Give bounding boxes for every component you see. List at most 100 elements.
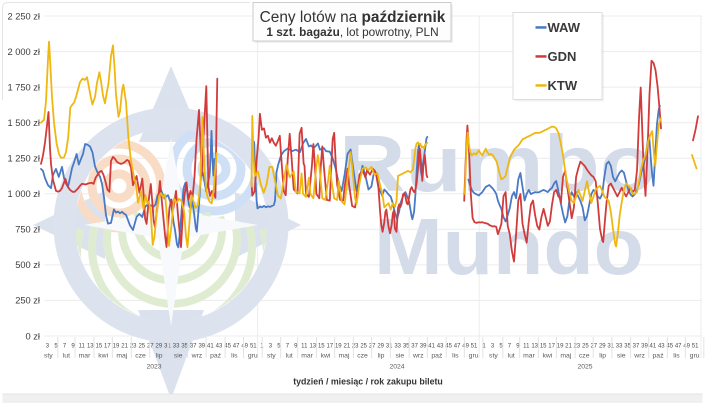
svg-text:kwi: kwi (98, 353, 108, 360)
svg-text:23: 23 (574, 344, 581, 350)
svg-text:7: 7 (63, 344, 67, 350)
svg-text:17: 17 (104, 344, 111, 350)
svg-text:17: 17 (548, 344, 555, 350)
svg-text:5: 5 (54, 344, 58, 350)
svg-text:mar: mar (79, 353, 91, 360)
svg-text:15: 15 (318, 344, 325, 350)
svg-text:cze: cze (357, 353, 368, 360)
svg-text:33: 33 (173, 344, 180, 350)
svg-text:lut: lut (286, 353, 293, 360)
svg-text:cze: cze (579, 353, 590, 360)
svg-text:29: 29 (377, 344, 384, 350)
svg-text:paź: paź (431, 353, 443, 360)
svg-text:Mundo: Mundo (374, 202, 644, 291)
svg-text:49: 49 (462, 344, 469, 350)
svg-text:sie: sie (617, 353, 626, 360)
svg-text:21: 21 (121, 344, 128, 350)
svg-text:39: 39 (198, 344, 205, 350)
svg-text:43: 43 (658, 344, 665, 350)
svg-text:1 750 zł: 1 750 zł (7, 82, 40, 92)
svg-text:gru: gru (690, 353, 700, 360)
svg-text:19: 19 (113, 344, 120, 350)
svg-text:29: 29 (599, 344, 606, 350)
svg-text:41: 41 (428, 344, 435, 350)
svg-text:11: 11 (79, 344, 86, 350)
svg-text:7: 7 (286, 344, 290, 350)
svg-text:43: 43 (437, 344, 444, 350)
svg-text:41: 41 (207, 344, 214, 350)
svg-text:1 250 zł: 1 250 zł (7, 154, 40, 164)
svg-text:47: 47 (675, 344, 682, 350)
svg-text:17: 17 (326, 344, 333, 350)
svg-text:750 zł: 750 zł (15, 225, 40, 235)
svg-text:0 zł: 0 zł (26, 331, 40, 341)
svg-text:25: 25 (582, 344, 589, 350)
svg-text:51: 51 (250, 344, 257, 350)
svg-text:2023: 2023 (146, 364, 161, 371)
svg-text:1 szt. bagażu, lot powrotny, P: 1 szt. bagażu, lot powrotny, PLN (266, 25, 438, 39)
svg-text:41: 41 (650, 344, 657, 350)
svg-text:sty: sty (267, 353, 276, 360)
svg-text:maj: maj (116, 353, 127, 360)
svg-text:5: 5 (277, 344, 281, 350)
svg-text:Ceny lotów na październik: Ceny lotów na październik (260, 9, 446, 26)
svg-text:lip: lip (378, 353, 385, 360)
svg-text:WAW: WAW (548, 20, 581, 35)
svg-text:9: 9 (516, 344, 520, 350)
svg-text:2 250 zł: 2 250 zł (7, 11, 40, 21)
svg-text:15: 15 (96, 344, 103, 350)
svg-text:KTW: KTW (548, 78, 578, 93)
svg-text:sie: sie (174, 353, 183, 360)
svg-text:500 zł: 500 zł (15, 260, 40, 270)
svg-text:9: 9 (294, 344, 298, 350)
svg-text:13: 13 (309, 344, 316, 350)
svg-text:23: 23 (130, 344, 137, 350)
svg-text:29: 29 (156, 344, 163, 350)
svg-text:43: 43 (216, 344, 223, 350)
svg-text:27: 27 (147, 344, 154, 350)
svg-text:51: 51 (692, 344, 699, 350)
svg-text:51: 51 (471, 344, 478, 350)
svg-text:31: 31 (164, 344, 171, 350)
svg-text:lut: lut (508, 353, 515, 360)
svg-text:lis: lis (673, 353, 680, 360)
svg-text:35: 35 (181, 344, 188, 350)
svg-text:11: 11 (523, 344, 530, 350)
svg-text:gru: gru (248, 353, 258, 360)
svg-text:1 000 zł: 1 000 zł (7, 189, 40, 199)
svg-text:33: 33 (394, 344, 401, 350)
svg-text:25: 25 (138, 344, 145, 350)
svg-text:lip: lip (156, 353, 163, 360)
svg-text:paź: paź (210, 353, 222, 360)
svg-text:wrz: wrz (412, 353, 424, 360)
svg-text:2024: 2024 (389, 364, 404, 371)
svg-text:maj: maj (339, 353, 350, 360)
svg-text:21: 21 (565, 344, 572, 350)
svg-text:paź: paź (653, 353, 665, 360)
svg-text:49: 49 (241, 344, 248, 350)
svg-text:47: 47 (454, 344, 461, 350)
svg-text:lip: lip (599, 353, 606, 360)
svg-text:27: 27 (590, 344, 597, 350)
svg-text:3: 3 (269, 344, 273, 350)
svg-text:19: 19 (557, 344, 564, 350)
svg-text:45: 45 (224, 344, 231, 350)
svg-text:47: 47 (233, 344, 240, 350)
svg-text:kwi: kwi (542, 353, 552, 360)
svg-text:sie: sie (395, 353, 404, 360)
svg-text:wrz: wrz (191, 353, 203, 360)
svg-text:maj: maj (560, 353, 571, 360)
svg-text:13: 13 (531, 344, 538, 350)
svg-text:31: 31 (607, 344, 614, 350)
svg-text:cze: cze (135, 353, 146, 360)
svg-text:45: 45 (666, 344, 673, 350)
svg-text:sty: sty (44, 353, 53, 360)
svg-text:37: 37 (411, 344, 418, 350)
svg-text:49: 49 (683, 344, 690, 350)
svg-text:tydzień / miesiąc / rok zakupu: tydzień / miesiąc / rok zakupu biletu (293, 377, 443, 387)
svg-text:11: 11 (301, 344, 308, 350)
svg-text:3: 3 (491, 344, 495, 350)
svg-text:7: 7 (508, 344, 512, 350)
svg-text:27: 27 (369, 344, 376, 350)
svg-text:31: 31 (386, 344, 393, 350)
